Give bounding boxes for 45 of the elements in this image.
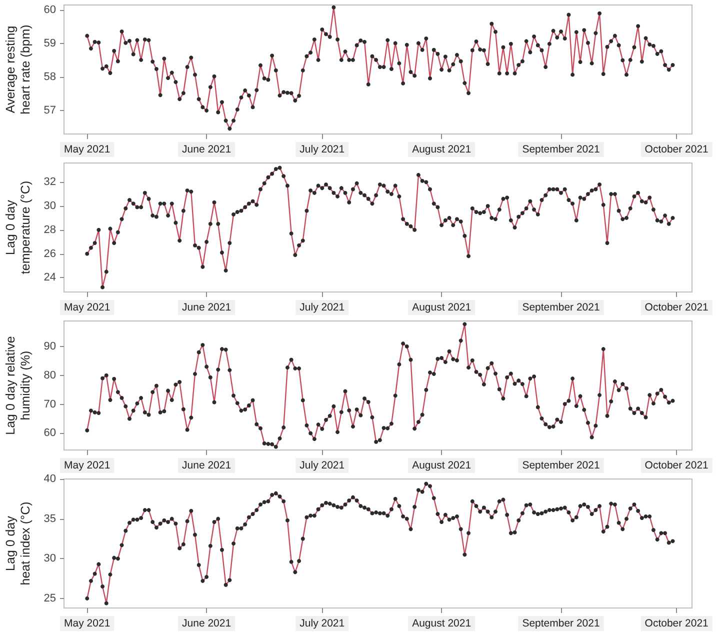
y-tick-label: 28 [44,224,56,236]
y-tick-label: 57 [44,104,56,117]
x-tick-label: June 2021 [182,618,232,630]
x-tick-label: May 2021 [64,302,110,314]
x-tick-label: October 2021 [644,460,709,472]
x-tick-label: June 2021 [182,144,232,156]
x-tick-label: September 2021 [522,460,600,472]
y-tick-label: 30 [44,552,56,565]
x-tick-label: August 2021 [412,302,472,314]
x-tick-label: July 2021 [300,618,345,630]
x-tick-label: September 2021 [522,302,600,314]
y-tick-label: 70 [44,398,56,410]
y-tick-label: 32 [44,176,56,188]
x-tick-label: May 2021 [64,618,110,630]
y-tick-label: 59 [44,38,56,50]
x-tick-label: October 2021 [644,618,709,630]
x-tick-label: May 2021 [64,144,110,156]
y-axis-title: Average resting heart rate (bpm) [3,24,32,114]
x-tick-label: September 2021 [522,618,600,630]
y-tick-label: 35 [44,512,56,525]
x-tick-label: July 2021 [300,302,345,314]
x-tick-label: May 2021 [64,460,110,472]
y-tick-label: 80 [44,369,56,382]
x-tick-label: August 2021 [412,144,472,156]
x-tick-label: August 2021 [412,618,472,630]
x-tick-label: June 2021 [182,302,232,314]
y-tick-label: 90 [44,340,56,352]
y-tick-label: 30 [44,200,56,212]
x-tick-label: June 2021 [182,460,232,472]
y-axis-title: Lag 0 day relative humidity (%) [3,336,32,435]
x-tick-label: August 2021 [412,460,472,472]
x-tick-label: September 2021 [522,144,600,156]
y-tick-label: 60 [44,427,56,440]
y-tick-label: 25 [44,592,56,604]
y-tick-label: 24 [44,272,56,284]
y-tick-label: 26 [44,248,56,260]
y-tick-label: 40 [44,473,56,485]
y-axis-title: Lag 0 day heat index (°C) [3,502,32,586]
y-tick-label: 58 [44,71,56,84]
y-axis-title: Lag 0 day temperature (°C) [3,180,32,274]
x-tick-label: October 2021 [644,302,709,314]
x-tick-label: July 2021 [300,460,345,472]
y-tick-label: 60 [44,4,56,16]
x-tick-label: October 2021 [644,144,709,156]
x-tick-label: July 2021 [300,144,345,156]
